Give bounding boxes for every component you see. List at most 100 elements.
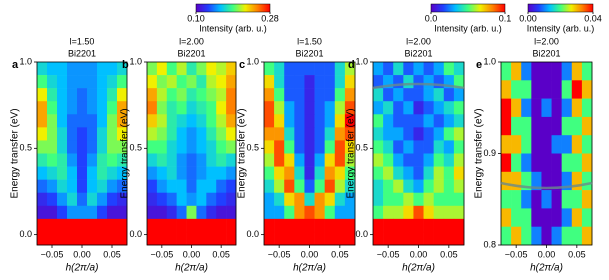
heatmap-cell (294, 140, 305, 154)
heatmap-cell (156, 231, 168, 246)
heatmap-cell (166, 127, 177, 141)
heatmap-cell (67, 88, 78, 102)
heatmap-cell (373, 88, 384, 102)
heatmap-cell (226, 127, 237, 141)
heatmap-cell (373, 205, 384, 220)
heatmap-cell (294, 192, 305, 207)
heatmap-cell (274, 192, 285, 207)
x-tick-label: 0.05 (331, 249, 349, 259)
heatmap-cell (186, 88, 197, 102)
heatmap-cell (433, 192, 445, 207)
heatmap-cell (87, 192, 98, 207)
heatmap-cell (147, 88, 158, 102)
heatmap-cell (37, 192, 48, 207)
y-tick-label: 0.5 (19, 143, 32, 153)
heatmap-cell (393, 192, 404, 207)
heatmap-cell (77, 231, 88, 246)
heatmap-cell (57, 166, 68, 180)
heatmap-cell (294, 88, 305, 102)
heatmap-cell (274, 179, 285, 194)
heatmap-cell (107, 62, 118, 76)
guide-curve (500, 181, 593, 190)
heatmap-cell (324, 114, 336, 128)
heatmap-cell (541, 116, 552, 136)
heatmap-cell (314, 218, 325, 233)
heatmap-cell (423, 166, 434, 180)
heatmap-cell (403, 218, 414, 233)
heatmap-cell (264, 153, 275, 167)
heatmap-cell (147, 101, 158, 115)
heatmap-cell (67, 101, 78, 115)
heatmap-cell (521, 153, 532, 173)
colorbar-label: Intensity (arb. u.) (199, 23, 267, 33)
heatmap-cell (423, 192, 434, 207)
heatmap-cell (453, 127, 465, 141)
heatmap-cell (37, 88, 48, 102)
heatmap-cell (501, 171, 512, 191)
heatmap-cell (264, 101, 275, 115)
heatmap-cell (314, 179, 325, 194)
heatmap-cell (57, 101, 68, 115)
heatmap-cell (443, 127, 455, 141)
heatmap-cell (67, 140, 78, 154)
heatmap-cell (87, 231, 98, 246)
colorbar-tick-label: 0.04 (584, 13, 602, 23)
x-tick-label: −0.05 (41, 249, 64, 259)
panel-title: l=2.00 (534, 36, 559, 46)
heatmap-cell (186, 75, 197, 89)
heatmap-cell (264, 205, 275, 220)
heatmap-cell (186, 153, 197, 167)
x-tick-label: 0.05 (440, 249, 458, 259)
heatmap-cell (147, 192, 158, 207)
heatmap-cell (37, 231, 48, 246)
heatmap-cell (77, 218, 88, 233)
heatmap-cell (77, 205, 88, 220)
heatmap-cell (344, 114, 356, 128)
heatmap-cell (324, 88, 336, 102)
heatmap-cell (413, 205, 424, 220)
heatmap-cell (206, 127, 217, 141)
heatmap-cell (403, 153, 414, 167)
heatmap-cell (561, 116, 573, 136)
heatmap-cell (284, 166, 295, 180)
heatmap-cell (433, 127, 445, 141)
heatmap-cell (501, 98, 512, 118)
heatmap-cell (304, 205, 315, 220)
heatmap-cell (521, 171, 532, 191)
heatmap-cell (274, 140, 285, 154)
heatmap-cell (226, 231, 237, 246)
x-tick-label: −0.05 (377, 249, 400, 259)
heatmap-cell (67, 179, 78, 194)
heatmap-cell (531, 98, 542, 118)
heatmap-cell (57, 179, 68, 194)
heatmap-cell (97, 179, 108, 194)
heatmap-cell (294, 101, 305, 115)
heatmap-cell (393, 114, 404, 128)
heatmap-cell (551, 171, 562, 191)
heatmap-cell (216, 153, 227, 167)
heatmap-cell (156, 179, 168, 194)
heatmap-cell (176, 114, 187, 128)
heatmap-cell (314, 192, 325, 207)
heatmap-cell (294, 153, 305, 167)
heatmap-cell (47, 192, 58, 207)
heatmap-cell (413, 62, 424, 76)
heatmap-cell (206, 75, 217, 89)
heatmap-cell (373, 127, 384, 141)
heatmap-cell (373, 179, 384, 194)
heatmap-cell (87, 140, 98, 154)
heatmap-cell (176, 192, 187, 207)
heatmap-cell (324, 62, 336, 76)
heatmap-cell (274, 127, 285, 141)
heatmap-cell (47, 114, 58, 128)
heatmap-cell (453, 88, 465, 102)
heatmap-cell (453, 140, 465, 154)
heatmap-cell (324, 101, 336, 115)
y-tick-label: 0.5 (355, 143, 368, 153)
heatmap-cell (453, 218, 465, 233)
heatmap-cell (334, 75, 346, 89)
heatmap-cell (284, 205, 295, 220)
heatmap-cell (166, 114, 177, 128)
heatmap-cell (57, 127, 68, 141)
heatmap-cell (383, 88, 394, 102)
